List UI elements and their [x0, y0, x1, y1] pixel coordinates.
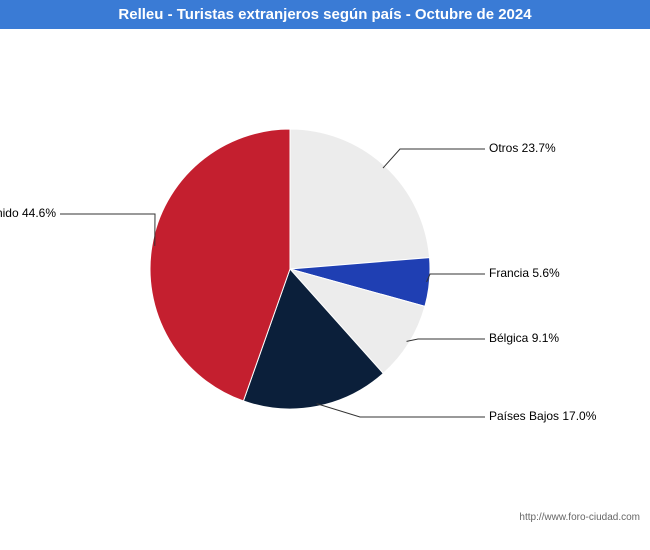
leader-line: [317, 404, 485, 417]
leader-line: [427, 274, 485, 282]
slice-label-reino-unido: Reino Unido 44.6%: [0, 206, 56, 220]
leader-line: [383, 149, 485, 168]
pie-chart-area: Otros 23.7% Francia 5.6% Bélgica 9.1% Pa…: [0, 29, 650, 529]
slice-label-otros: Otros 23.7%: [489, 141, 556, 155]
slice-label-paises-bajos: Países Bajos 17.0%: [489, 409, 596, 423]
slice-label-belgica: Bélgica 9.1%: [489, 331, 559, 345]
leader-line: [60, 214, 155, 246]
chart-title: Relleu - Turistas extranjeros según país…: [0, 0, 650, 29]
footer-credit: http://www.foro-ciudad.com: [519, 512, 640, 523]
leader-line: [407, 339, 485, 341]
slice-label-francia: Francia 5.6%: [489, 266, 560, 280]
pie-slice: [290, 129, 430, 269]
